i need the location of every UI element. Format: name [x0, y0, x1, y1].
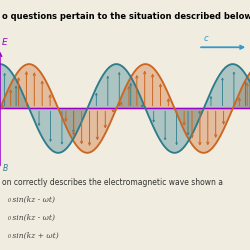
Text: on correctly describes the electromagnetic wave shown a: on correctly describes the electromagnet…	[2, 178, 224, 187]
Text: ₀ sin(kz + ωt): ₀ sin(kz + ωt)	[8, 232, 59, 240]
Text: B: B	[3, 164, 8, 173]
Text: ₀ sin(kz - ωt): ₀ sin(kz - ωt)	[8, 196, 56, 204]
Text: ₀ sin(kz - ωt): ₀ sin(kz - ωt)	[8, 214, 56, 222]
Text: o questions pertain to the situation described below.: o questions pertain to the situation des…	[2, 12, 250, 22]
Text: E: E	[2, 38, 8, 48]
Text: c: c	[204, 34, 208, 43]
